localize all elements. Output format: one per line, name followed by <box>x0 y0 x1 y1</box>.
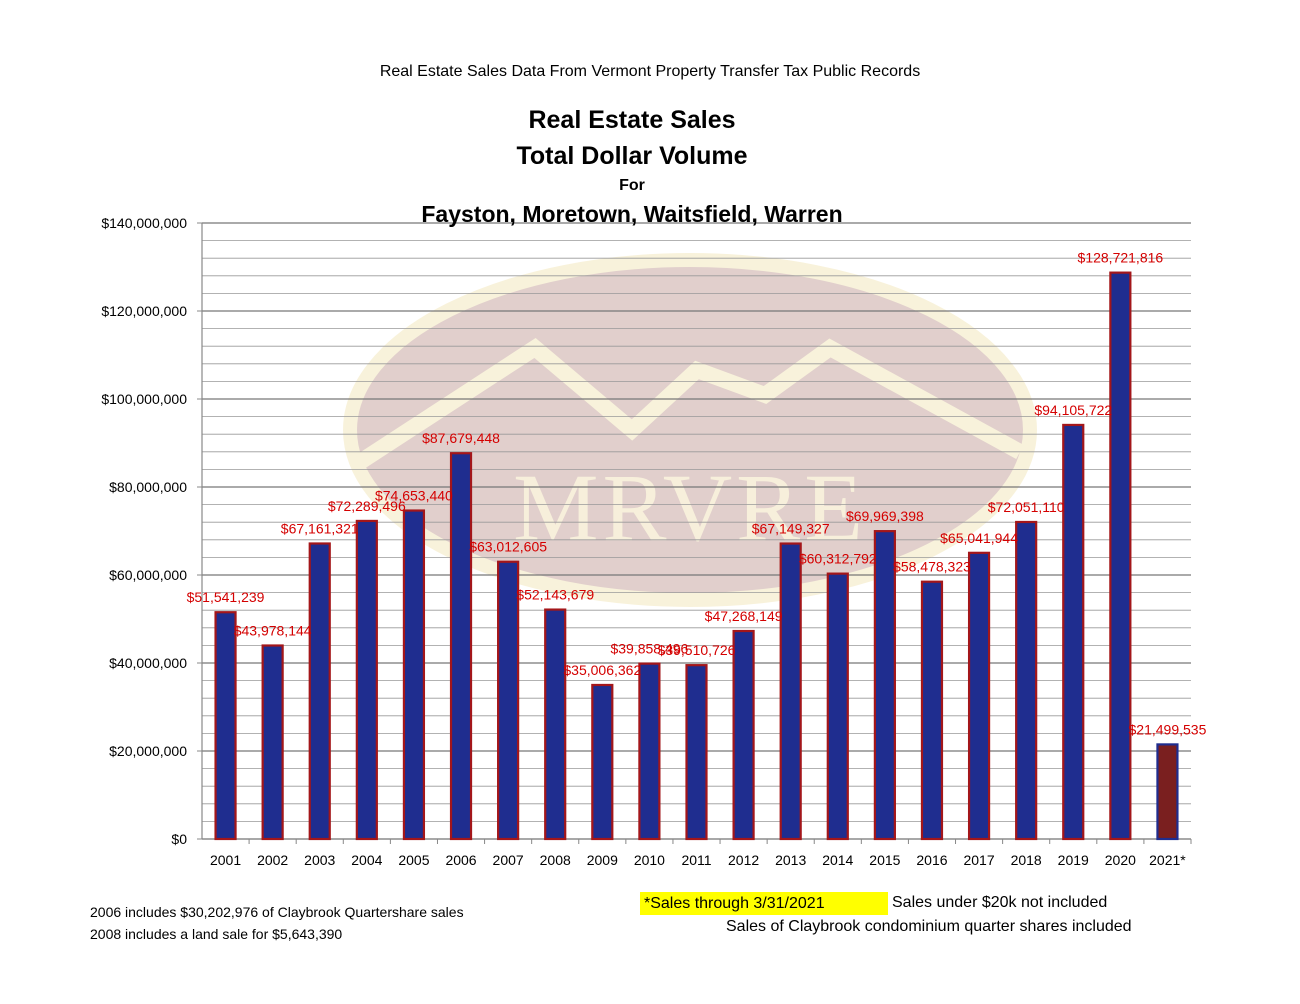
data-label: $67,149,327 <box>752 521 830 537</box>
data-label: $21,499,535 <box>1129 721 1207 737</box>
note-claybrook-2006: 2006 includes $30,202,976 of Claybrook Q… <box>90 904 464 920</box>
bar-2006 <box>449 452 473 841</box>
chart-title-line-2: Total Dollar Volume <box>516 142 748 170</box>
bar-2015 <box>873 530 896 841</box>
data-label: $128,721,816 <box>1078 250 1164 266</box>
y-tick-label: $120,000,000 <box>101 303 187 319</box>
data-label: $72,051,110 <box>988 499 1065 515</box>
data-label: $72,289,496 <box>328 498 406 514</box>
bar-2007 <box>497 560 520 841</box>
bar-2011 <box>685 664 708 841</box>
x-tick-label: 2018 <box>1011 852 1042 868</box>
x-tick-label: 2006 <box>445 852 476 868</box>
x-tick-label: 2004 <box>351 852 382 868</box>
x-tick-label: 2011 <box>681 852 711 868</box>
bar-2021* <box>1156 743 1179 841</box>
data-label: $63,012,605 <box>469 539 547 555</box>
note-land-sale-2008: 2008 includes a land sale for $5,643,390 <box>90 926 343 942</box>
x-tick-label: 2021* <box>1149 852 1186 868</box>
watermark-text: MRVRE <box>513 454 867 561</box>
note-quarter-shares: Sales of Claybrook condominium quarter s… <box>726 918 1132 935</box>
x-tick-label: 2007 <box>493 852 524 868</box>
bar-2001 <box>214 611 237 841</box>
x-tick-label: 2013 <box>775 852 806 868</box>
source-caption: Real Estate Sales Data From Vermont Prop… <box>379 63 921 80</box>
x-tick-label: 2016 <box>916 852 947 868</box>
data-labels: $51,541,239 $43,978,144 $67,161,321 $72,289… <box>187 250 1207 738</box>
data-label: $35,006,362 <box>563 662 641 678</box>
chart-title-line-3: For <box>619 177 645 194</box>
x-tick-label: 2010 <box>634 852 665 868</box>
bar-2010 <box>638 662 661 841</box>
bar-2004 <box>355 519 378 841</box>
bar-2018 <box>1015 520 1038 841</box>
y-tick-label: $40,000,000 <box>109 655 187 671</box>
data-label: $94,105,722 <box>1034 402 1112 418</box>
data-label: $52,143,679 <box>516 587 594 603</box>
x-tick-label: 2015 <box>869 852 900 868</box>
bar-2016 <box>920 580 944 841</box>
bar-2020 <box>1109 271 1132 841</box>
bar-2002 <box>261 644 284 841</box>
x-tick-label: 2012 <box>728 852 759 868</box>
x-tick-label: 2020 <box>1105 852 1136 868</box>
note-under-20k: Sales under $20k not included <box>892 894 1108 911</box>
bar-2005 <box>402 509 426 841</box>
x-tick-label: 2008 <box>540 852 571 868</box>
y-tick-label: $60,000,000 <box>109 567 187 583</box>
y-tick-label: $20,000,000 <box>109 743 187 759</box>
y-tick-label: $80,000,000 <box>109 479 187 495</box>
y-tick-label: $140,000,000 <box>101 215 187 231</box>
chart-title-line-1: Real Estate Sales <box>528 106 736 134</box>
x-tick-label: 2002 <box>257 852 288 868</box>
y-tick-label: $0 <box>171 831 187 847</box>
data-label: $69,969,398 <box>846 508 924 524</box>
through-date-highlight: *Sales through 3/31/2021 <box>640 892 888 915</box>
bar-2019 <box>1062 423 1085 841</box>
y-tick-label: $100,000,000 <box>101 391 187 407</box>
data-label: $39,858,496 <box>610 641 688 657</box>
data-label: $74,653,440 <box>375 488 453 504</box>
bar-2013 <box>779 542 802 841</box>
bar-2009 <box>591 683 614 841</box>
bar-2017 <box>967 551 991 841</box>
x-tick-label: 2014 <box>822 852 853 868</box>
axes: $0 $20,000,000 $40,000,000 $60,000,000 $80,0… <box>101 215 1192 868</box>
data-label: $58,478,323 <box>893 559 971 575</box>
x-tick-label: 2003 <box>304 852 335 868</box>
x-tick-label: 2005 <box>398 852 429 868</box>
data-label: $67,161,321 <box>281 520 359 536</box>
x-tick-label: 2017 <box>963 852 994 868</box>
data-label: $65,041,944 <box>940 530 1018 546</box>
data-label: $43,978,144 <box>234 622 312 638</box>
data-label: $60,312,792 <box>799 551 877 567</box>
bar-2014 <box>826 572 849 841</box>
data-label: $47,268,149 <box>705 608 783 624</box>
chart-title-line-4: Fayston, Moretown, Waitsfield, Warren <box>421 201 843 227</box>
data-label: $87,679,448 <box>422 430 500 446</box>
data-label: $51,541,239 <box>187 589 265 605</box>
x-tick-label: 2001 <box>210 852 241 868</box>
data-label: $39,510,726 <box>658 642 736 658</box>
x-tick-label: 2019 <box>1058 852 1089 868</box>
bar-2008 <box>544 608 567 841</box>
bar-2012 <box>732 629 755 841</box>
bar-2003 <box>308 542 331 841</box>
x-tick-label: 2009 <box>587 852 618 868</box>
bars <box>214 271 1179 841</box>
watermark-logo: MRVRE <box>343 253 1037 607</box>
